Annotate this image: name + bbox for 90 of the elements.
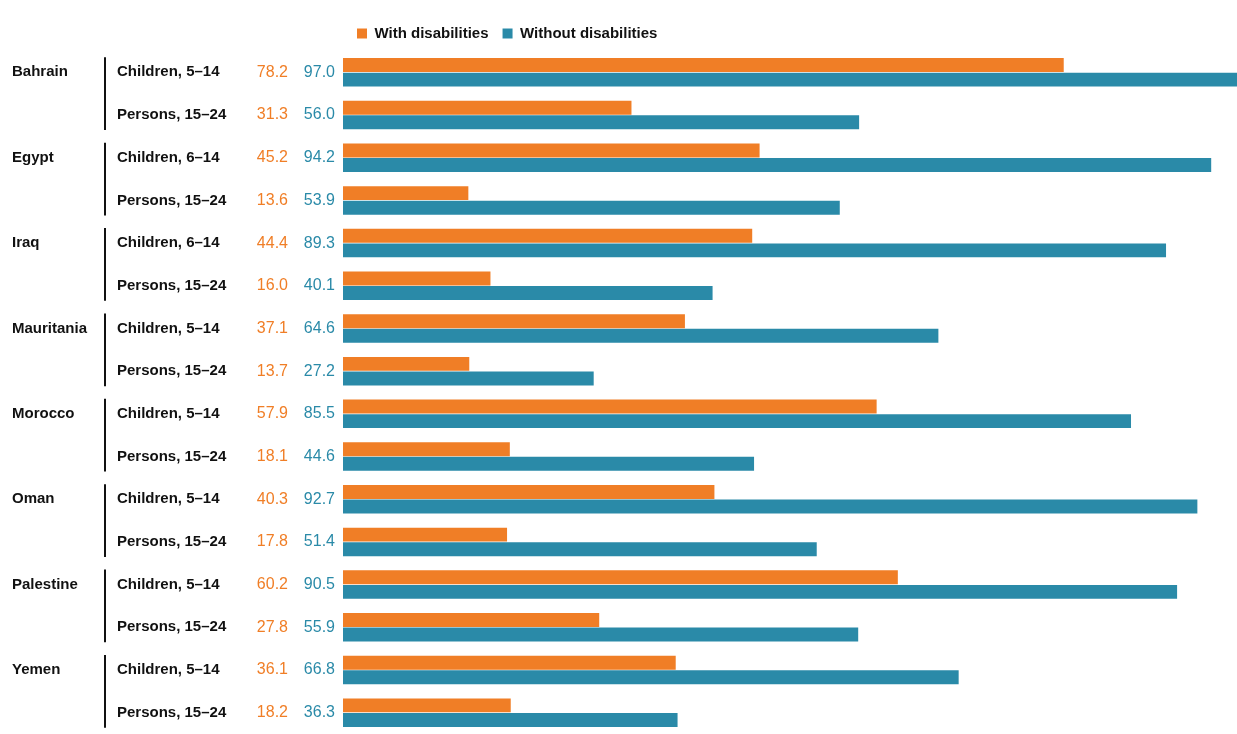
legend-label: Without disabilities [520, 23, 658, 41]
data-label: 37.1 [256, 318, 289, 336]
bar [343, 143, 760, 158]
text: Egypt [12, 147, 54, 165]
data-label: 44.4 [256, 233, 289, 251]
bar [343, 356, 470, 371]
data-label: 89.3 [303, 233, 336, 251]
bar [343, 499, 1198, 514]
bar [343, 485, 715, 499]
y-tick-label: Children, 5–14 [117, 403, 221, 421]
data-label: 13.7 [256, 361, 289, 379]
data-label: 45.2 [256, 148, 289, 166]
data-label: 64.6 [303, 318, 336, 336]
data-label: 57.9 [256, 404, 289, 422]
y-tick-label: Children, 5–14 [117, 318, 221, 336]
data-label: 85.5 [303, 404, 336, 422]
data-label: 36.3 [303, 703, 336, 721]
bar [343, 627, 859, 642]
y-tick-label: Persons, 15–24 [117, 617, 227, 635]
data-label: 56.0 [303, 105, 336, 123]
data-label: 44.6 [303, 446, 336, 464]
bar [343, 655, 676, 670]
bar [343, 158, 1212, 172]
bar [343, 371, 594, 386]
data-label: 40.3 [256, 489, 289, 507]
y-tick-label: Persons, 15–24 [117, 532, 227, 550]
data-label: 18.2 [256, 703, 289, 721]
y-tick-label: Persons, 15–24 [117, 702, 227, 720]
bar [343, 314, 685, 329]
bar [343, 115, 860, 130]
y-tick-label: Children, 6–14 [117, 233, 221, 251]
bar [343, 228, 753, 243]
bar [343, 271, 491, 286]
data-label: 92.7 [303, 489, 336, 507]
data-label: 16.0 [256, 276, 289, 294]
text: Morocco [12, 403, 75, 421]
data-label: 36.1 [256, 660, 289, 678]
data-label: 97.0 [303, 62, 336, 80]
text: Oman [12, 489, 55, 507]
bar [343, 698, 511, 713]
data-label: 90.5 [303, 575, 336, 592]
y-tick-label: Persons, 15–24 [117, 361, 227, 379]
data-label: 27.2 [303, 361, 336, 379]
bar [343, 527, 508, 542]
data-label: 60.2 [256, 575, 289, 592]
text: Bahrain [12, 62, 68, 80]
bar [343, 243, 1167, 258]
bar [343, 58, 1064, 73]
y-tick-label: Children, 5–14 [117, 574, 221, 592]
data-label: 17.8 [256, 532, 289, 550]
text: Iraq [12, 233, 40, 251]
data-label: 53.9 [303, 190, 336, 208]
bar [343, 670, 959, 685]
bar [343, 442, 510, 457]
data-label: 78.2 [256, 62, 289, 80]
data-label: 31.3 [256, 105, 289, 123]
bar [343, 100, 632, 115]
bar [343, 399, 877, 414]
text: Mauritania [12, 318, 88, 336]
y-tick-label: Children, 5–14 [117, 660, 221, 678]
data-label: 27.8 [256, 617, 289, 635]
data-label: 66.8 [303, 660, 336, 678]
bar [343, 186, 469, 201]
data-label: 55.9 [303, 617, 336, 635]
text: Palestine [12, 574, 78, 592]
bar [343, 712, 678, 727]
bar [343, 613, 600, 627]
y-tick-label: Children, 5–14 [117, 489, 221, 507]
legend-label: With disabilities [374, 23, 489, 41]
bar [343, 286, 713, 301]
bar [343, 328, 939, 343]
y-tick-label: Children, 5–14 [117, 62, 221, 80]
bar [343, 584, 1178, 599]
bar [343, 72, 1237, 87]
bar [343, 414, 1132, 429]
bar [343, 200, 840, 215]
y-tick-label: Persons, 15–24 [117, 105, 227, 123]
bar [343, 456, 755, 471]
bar [343, 542, 817, 557]
data-label: 94.2 [303, 148, 336, 166]
data-label: 18.1 [256, 446, 289, 464]
data-label: 51.4 [303, 532, 336, 550]
y-tick-label: Children, 6–14 [117, 147, 221, 165]
y-tick-label: Persons, 15–24 [117, 446, 227, 464]
text: Yemen [12, 660, 61, 678]
bar [343, 570, 898, 585]
y-tick-label: Persons, 15–24 [117, 190, 227, 208]
y-tick-label: Persons, 15–24 [117, 275, 227, 293]
data-label: 13.6 [256, 190, 289, 208]
data-label: 40.1 [303, 276, 336, 294]
